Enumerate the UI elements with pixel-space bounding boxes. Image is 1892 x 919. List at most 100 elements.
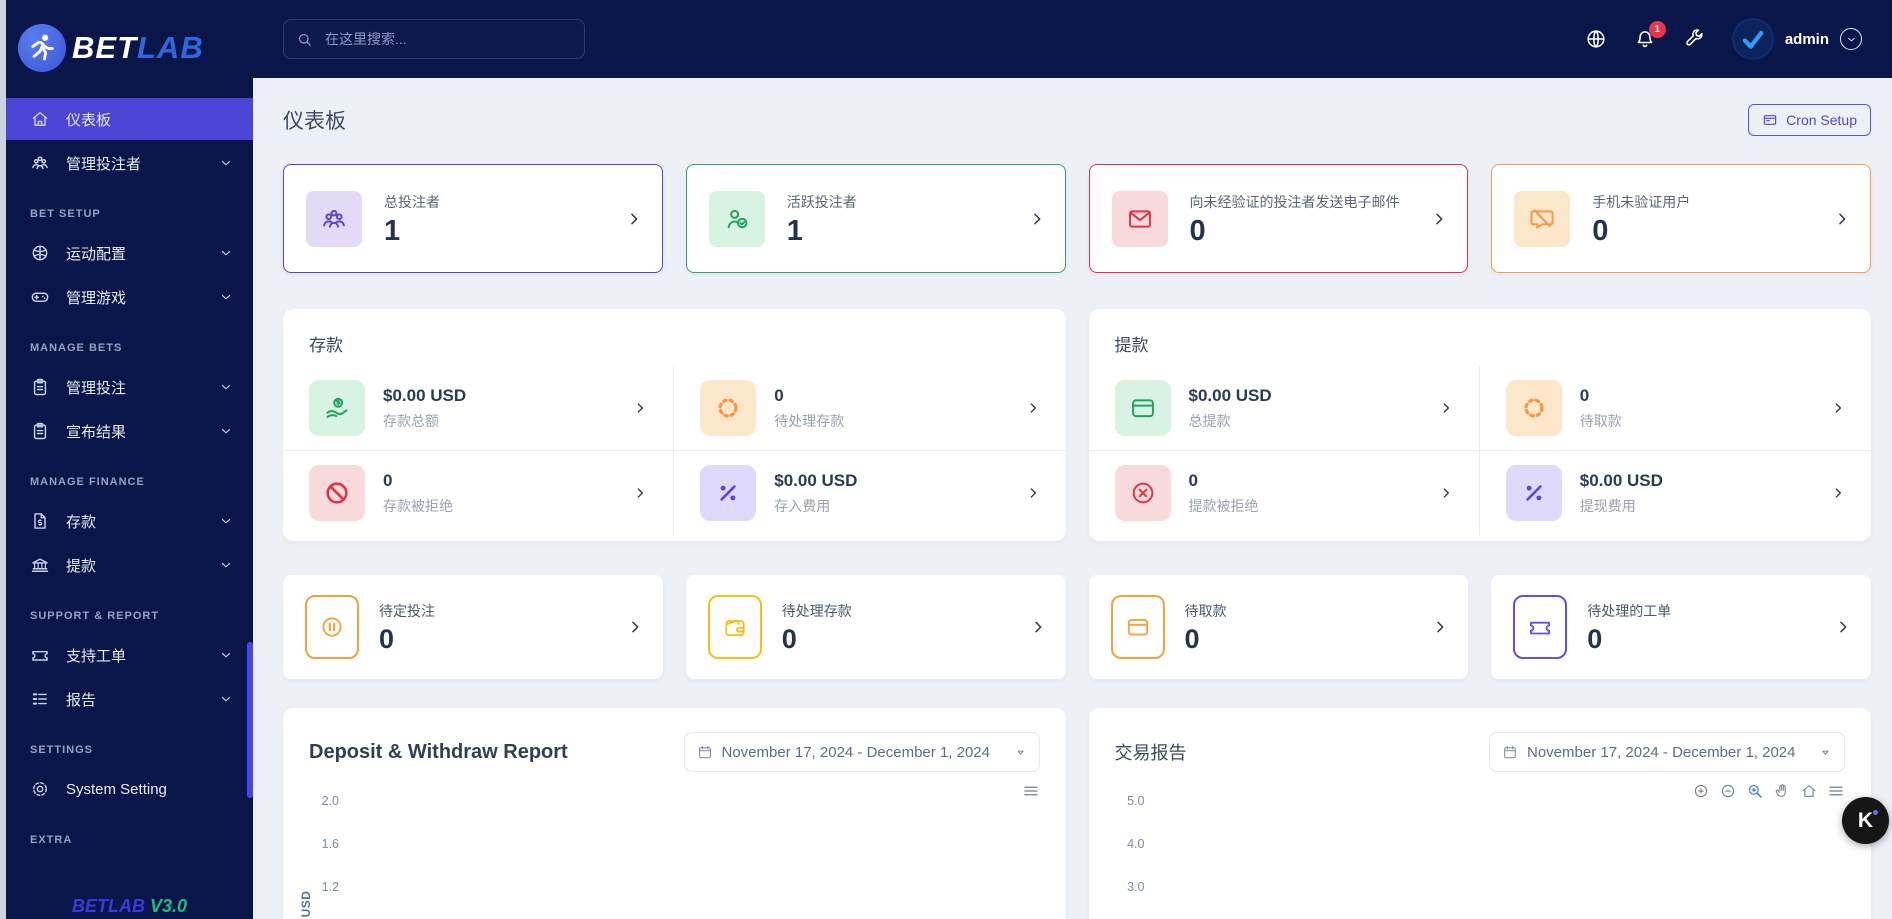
stat-card[interactable]: 向未经验证的投注者发送电子邮件 0 [1088, 164, 1469, 273]
chevron-right-icon[interactable] [1439, 486, 1453, 500]
cron-setup-button[interactable]: Cron Setup [1748, 104, 1871, 136]
chevron-right-icon[interactable] [1432, 619, 1448, 635]
panel-cell-text: 0 存款被拒绝 [383, 471, 453, 516]
stat-card-value: 1 [384, 214, 401, 247]
spinner-icon [700, 380, 757, 436]
chevron-right-icon[interactable] [633, 486, 647, 500]
stat-card[interactable]: 总投注者 1 [283, 164, 663, 273]
panel-cell[interactable]: 0 待处理存款 [674, 366, 1066, 451]
chevron-down-icon [219, 648, 233, 662]
menu-icon[interactable] [1022, 782, 1040, 800]
chevron-down-icon [219, 558, 233, 572]
chevron-right-icon[interactable] [1431, 211, 1447, 227]
chevron-right-icon[interactable] [1831, 486, 1845, 500]
date-range-text: November 17, 2024 - December 1, 2024 [1527, 743, 1796, 761]
chevron-right-icon[interactable] [1026, 486, 1040, 500]
chevron-right-icon[interactable] [1835, 619, 1851, 635]
panel-cell[interactable]: $0.00 USD 存款总额 [283, 366, 675, 451]
sidebar-item-label: 支持工单 [66, 647, 127, 665]
pending-card[interactable]: 待定投注 0 [283, 575, 663, 679]
chevron-right-icon[interactable] [633, 401, 647, 415]
runner-logo-icon [18, 24, 66, 72]
panel-cell-value: $0.00 USD [1579, 470, 1663, 490]
pending-card[interactable]: 待处理存款 0 [685, 575, 1066, 679]
sidebar-item[interactable]: 仪表板 [6, 98, 253, 140]
zoom-in-icon[interactable] [1692, 782, 1710, 800]
pan-icon[interactable] [1773, 782, 1791, 800]
sidebar-item[interactable]: 管理投注者 [6, 142, 253, 184]
chevron-right-icon[interactable] [1029, 211, 1045, 227]
search-input[interactable] [323, 30, 572, 48]
chevron-right-icon[interactable] [626, 211, 642, 227]
stat-card-label: 向未经验证的投注者发送电子邮件 [1189, 193, 1400, 210]
sidebar-item[interactable]: 提款 [6, 544, 253, 586]
chevron-right-icon[interactable] [1831, 401, 1845, 415]
y-axis-tick: 2.0 [321, 794, 339, 808]
chart-header: Deposit & Withdraw Report November 17, 20… [309, 732, 1040, 772]
selection-zoom-icon[interactable] [1746, 782, 1764, 800]
sidebar-item[interactable]: System Setting [6, 768, 253, 810]
panel-cell[interactable]: 0 提款被拒绝 [1089, 451, 1480, 535]
sidebar-item[interactable]: 存款 [6, 500, 253, 542]
stat-card[interactable]: 手机未验证用户 0 [1491, 164, 1871, 273]
topbar: 1 admin [253, 0, 1892, 78]
sidebar-item[interactable]: 报告 [6, 678, 253, 720]
panel-cell-text: $0.00 USD 存款总额 [383, 386, 466, 431]
panel-cell[interactable]: $0.00 USD 提现费用 [1480, 451, 1871, 535]
panel-title: 存款 [309, 336, 343, 355]
panel-cell[interactable]: $0.00 USD 总提款 [1088, 366, 1480, 451]
hand-dollar-icon [309, 380, 365, 436]
panel-cell[interactable]: 0 待取款 [1479, 366, 1871, 451]
panel-cell-value: $0.00 USD [774, 470, 858, 490]
sidebar-menu: 仪表板 管理投注者 BET SETUP 运动配置 管理游戏 MANAGE BETS 管理投注… [6, 98, 253, 856]
chevron-right-icon[interactable] [627, 619, 643, 635]
sidebar-item[interactable]: 宣布结果 [6, 410, 253, 452]
settings-wrench-icon[interactable] [1683, 28, 1705, 50]
date-range-picker[interactable]: November 17, 2024 - December 1, 2024 [683, 732, 1040, 772]
chevron-down-icon [1840, 28, 1862, 50]
chevron-right-icon[interactable] [1439, 401, 1453, 415]
pending-card-label: 待处理的工单 [1587, 603, 1672, 619]
y-axis-tick: 3.0 [1127, 880, 1145, 894]
main-column: 1 admin 仪表板 Cron Setup 总投注者 1 活跃投注者 1 向未经验证的… [253, 0, 1892, 919]
brand-logo[interactable]: BETLAB [6, 0, 253, 96]
gamepad-icon [30, 287, 50, 307]
envelope-icon [1111, 190, 1168, 247]
chart-title: Deposit & Withdraw Report [309, 740, 568, 763]
notifications-button[interactable]: 1 [1634, 21, 1666, 50]
clipboard-icon [30, 377, 50, 397]
panel-cell-value: $0.00 USD [383, 385, 467, 405]
chevron-right-icon[interactable] [1834, 211, 1850, 227]
summary-panels-row: 存款 $0.00 USD 存款总额 0 待处理存款 0 存款被拒绝 $0.00 USD 存入费用… [283, 309, 1871, 541]
chat-widget-button[interactable]: K [1842, 797, 1889, 844]
comment-slash-icon [1514, 190, 1571, 247]
sidebar-scrollbar-thumb[interactable] [247, 642, 253, 798]
profile-menu[interactable]: admin [1731, 18, 1862, 60]
pending-card[interactable]: 待处理的工单 0 [1491, 575, 1871, 679]
panel-cell[interactable]: 0 存款被拒绝 [283, 451, 675, 535]
home-icon[interactable] [1800, 782, 1818, 800]
pending-card-label: 待取款 [1184, 603, 1227, 619]
zoom-out-icon[interactable] [1719, 782, 1737, 800]
panel-cell[interactable]: $0.00 USD 存入费用 [674, 451, 1065, 535]
chevron-right-icon[interactable] [1026, 401, 1040, 415]
menu-icon[interactable] [1827, 782, 1845, 800]
panel-cell-label: 存款被拒绝 [383, 497, 453, 514]
percent-icon [1505, 465, 1562, 521]
stat-card[interactable]: 活跃投注者 1 [685, 164, 1066, 273]
sidebar-item[interactable]: 支持工单 [6, 634, 253, 676]
chevron-right-icon[interactable] [1030, 619, 1046, 635]
sidebar-item[interactable]: 管理游戏 [6, 276, 253, 318]
pending-card[interactable]: 待取款 0 [1088, 575, 1469, 679]
username: admin [1784, 30, 1829, 48]
sidebar-item[interactable]: 管理投注 [6, 366, 253, 408]
search-box[interactable] [283, 19, 585, 59]
sidebar-item[interactable]: 运动配置 [6, 232, 253, 274]
chart-toolbar [1692, 782, 1845, 800]
panel-cell-text: $0.00 USD 提现费用 [1580, 471, 1663, 516]
language-globe-icon[interactable] [1585, 28, 1607, 50]
stat-card-value: 0 [1592, 214, 1609, 247]
home-icon [30, 109, 50, 129]
date-range-picker[interactable]: November 17, 2024 - December 1, 2024 [1489, 732, 1845, 772]
cron-setup-label: Cron Setup [1786, 112, 1857, 128]
